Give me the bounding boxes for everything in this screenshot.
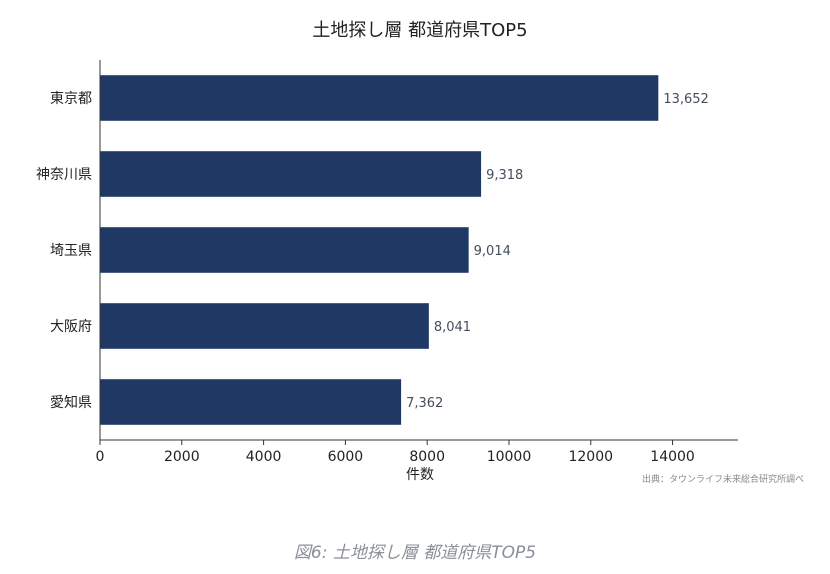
x-tick-label: 6000	[328, 449, 364, 465]
x-tick-label: 12000	[568, 449, 613, 465]
data-label: 9,014	[474, 244, 511, 259]
x-tick-label: 10000	[487, 449, 532, 465]
data-label: 8,041	[434, 320, 471, 335]
x-tick-label: 4000	[246, 449, 282, 465]
bars-group	[100, 75, 659, 425]
chart-title: 土地探し層 都道府県TOP5	[312, 20, 527, 41]
x-tick-label: 2000	[164, 449, 200, 465]
data-labels-group: 13,652 9,318 9,014 8,041 7,362	[406, 92, 709, 411]
x-tick-label: 0	[96, 449, 105, 465]
category-label: 神奈川県	[36, 167, 92, 183]
category-label: 埼玉県	[50, 243, 92, 259]
category-label: 東京都	[50, 91, 92, 107]
x-ticks-group: 0 2000 4000 6000 8000 10000 12000 14000	[96, 440, 695, 465]
source-note: 出典：タウンライフ未来総合研究所調べ	[642, 473, 804, 485]
figure-caption: 図6: 土地探し層 都道府県TOP5	[293, 543, 537, 563]
bar	[100, 75, 659, 121]
data-label: 9,318	[486, 168, 523, 183]
category-label: 大阪府	[50, 319, 92, 335]
x-tick-label: 14000	[650, 449, 695, 465]
bar	[100, 379, 402, 425]
x-tick-label: 8000	[409, 449, 445, 465]
bar	[100, 151, 482, 197]
bar	[100, 303, 429, 349]
data-label: 7,362	[406, 396, 443, 411]
x-axis-title: 件数	[406, 467, 434, 483]
bar	[100, 227, 469, 273]
category-label: 愛知県	[50, 394, 92, 411]
data-label: 13,652	[663, 92, 709, 107]
